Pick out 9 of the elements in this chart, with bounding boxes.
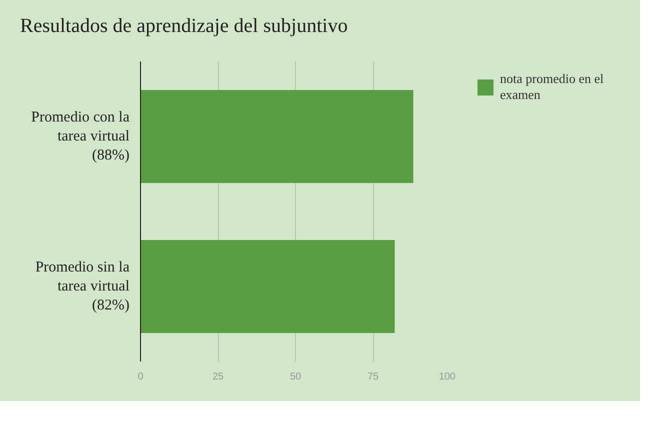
legend-label: nota promedio en el examen (500, 71, 604, 103)
x-tick-label: 100 (438, 372, 456, 382)
y-tick-label: Promedio sin la tarea virtual (82%) (35, 259, 130, 314)
x-tick-label: 50 (290, 372, 302, 382)
x-tick-label: 75 (367, 372, 379, 382)
x-tick-label: 0 (138, 372, 144, 382)
y-tick-label: Promedio con la tarea virtual (88%) (31, 109, 130, 164)
x-tick-label: 25 (212, 372, 224, 382)
chart-title: Resultados de aprendizaje del subjuntivo (20, 14, 348, 39)
